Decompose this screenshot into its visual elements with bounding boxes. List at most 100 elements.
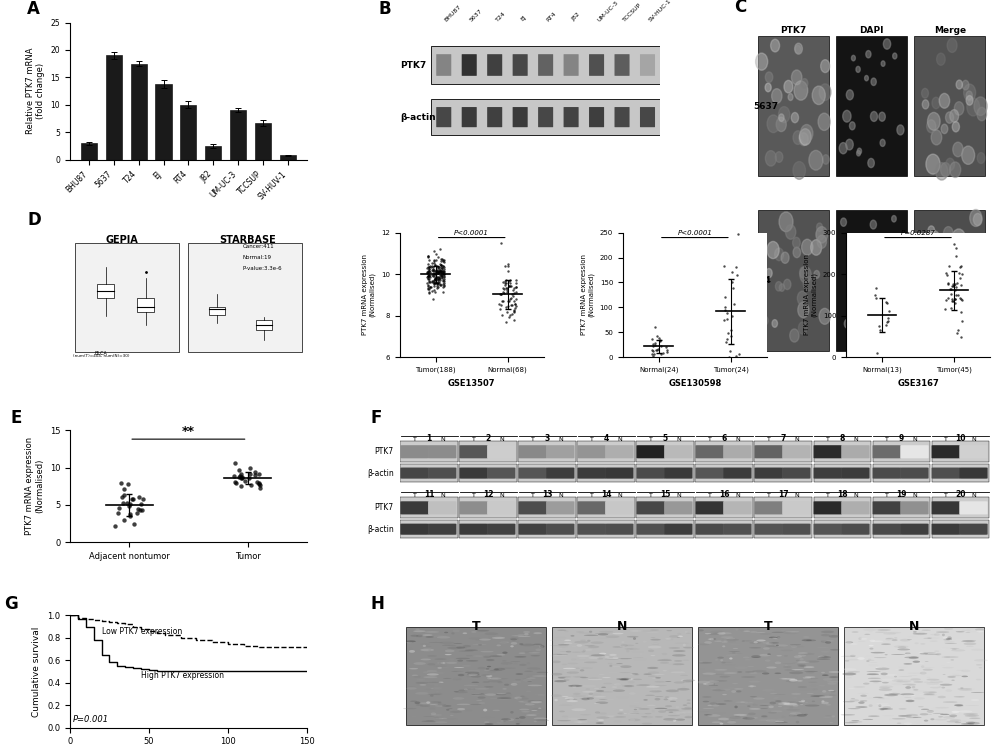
Ellipse shape: [866, 660, 869, 662]
Text: EJ: EJ: [520, 15, 528, 22]
Text: Normal:19: Normal:19: [243, 255, 272, 260]
Point: [497, 278, 513, 290]
Ellipse shape: [704, 641, 712, 644]
Circle shape: [861, 260, 866, 266]
Ellipse shape: [431, 714, 442, 716]
Ellipse shape: [954, 639, 969, 640]
FancyBboxPatch shape: [428, 501, 456, 515]
Point: [506, 306, 522, 318]
Ellipse shape: [614, 683, 621, 686]
Ellipse shape: [923, 692, 937, 693]
Point: [435, 260, 451, 272]
Ellipse shape: [481, 674, 491, 676]
Circle shape: [939, 94, 950, 108]
Point: [119, 497, 135, 509]
Ellipse shape: [670, 700, 676, 702]
Ellipse shape: [806, 672, 814, 674]
Circle shape: [974, 97, 987, 116]
Point: [432, 279, 448, 291]
Circle shape: [849, 122, 855, 130]
Ellipse shape: [499, 641, 509, 644]
Ellipse shape: [778, 706, 782, 707]
Y-axis label: PTK7 mRNA expression
(Normalised): PTK7 mRNA expression (Normalised): [804, 254, 817, 335]
Ellipse shape: [817, 647, 829, 648]
Ellipse shape: [829, 676, 838, 678]
Ellipse shape: [519, 701, 528, 703]
Point: [869, 346, 885, 358]
Ellipse shape: [702, 696, 712, 698]
Point: [879, 316, 895, 328]
Circle shape: [947, 38, 957, 53]
FancyBboxPatch shape: [841, 446, 870, 458]
Point: [501, 274, 517, 286]
Point: [419, 266, 435, 278]
Ellipse shape: [552, 654, 562, 655]
Point: [426, 255, 442, 267]
FancyBboxPatch shape: [814, 446, 842, 458]
Bar: [552, 626, 692, 725]
FancyBboxPatch shape: [589, 54, 604, 76]
Point: [508, 277, 524, 289]
Point: [430, 274, 446, 286]
Bar: [695, 464, 753, 482]
Ellipse shape: [580, 677, 588, 678]
Ellipse shape: [712, 722, 722, 723]
Ellipse shape: [724, 700, 733, 701]
Ellipse shape: [720, 659, 723, 662]
Point: [421, 283, 437, 295]
Ellipse shape: [612, 633, 624, 634]
Ellipse shape: [533, 632, 542, 634]
Bar: [932, 442, 989, 462]
Ellipse shape: [936, 632, 949, 633]
Ellipse shape: [524, 670, 533, 672]
Circle shape: [897, 125, 904, 135]
Text: D: D: [27, 211, 41, 229]
Text: N: N: [440, 493, 445, 498]
Text: T: T: [413, 493, 416, 498]
Point: [428, 276, 444, 288]
Ellipse shape: [650, 639, 661, 640]
Point: [421, 261, 437, 273]
Point: [493, 288, 509, 300]
Ellipse shape: [673, 650, 686, 652]
Ellipse shape: [648, 650, 654, 652]
Ellipse shape: [501, 674, 505, 676]
Ellipse shape: [425, 631, 439, 633]
Circle shape: [839, 142, 847, 154]
Text: SV-HUC-1: SV-HUC-1: [647, 0, 672, 22]
Point: [424, 284, 440, 296]
Ellipse shape: [733, 705, 748, 706]
Point: [647, 337, 663, 349]
Point: [648, 344, 664, 355]
Ellipse shape: [917, 663, 924, 664]
Text: T: T: [885, 493, 889, 498]
Ellipse shape: [762, 673, 769, 674]
Text: T: T: [531, 493, 535, 498]
Point: [948, 242, 964, 254]
Ellipse shape: [532, 712, 540, 715]
Ellipse shape: [463, 645, 471, 647]
Ellipse shape: [704, 714, 713, 716]
Ellipse shape: [564, 643, 572, 644]
Point: [433, 266, 449, 278]
Low PTK7 expression: [238, 641, 250, 650]
Ellipse shape: [453, 629, 460, 632]
Ellipse shape: [633, 638, 636, 640]
Ellipse shape: [769, 637, 778, 638]
Circle shape: [871, 259, 879, 270]
Ellipse shape: [527, 662, 530, 664]
FancyBboxPatch shape: [636, 501, 665, 515]
Ellipse shape: [479, 638, 491, 640]
FancyBboxPatch shape: [487, 524, 515, 535]
Circle shape: [844, 320, 851, 328]
Ellipse shape: [823, 656, 827, 658]
Ellipse shape: [632, 702, 641, 703]
Ellipse shape: [596, 718, 600, 720]
Ellipse shape: [674, 682, 685, 683]
Ellipse shape: [432, 689, 442, 690]
Bar: [137, 298, 154, 312]
Ellipse shape: [900, 693, 914, 695]
Text: 16: 16: [719, 490, 730, 499]
Ellipse shape: [583, 650, 586, 652]
Ellipse shape: [946, 662, 951, 663]
